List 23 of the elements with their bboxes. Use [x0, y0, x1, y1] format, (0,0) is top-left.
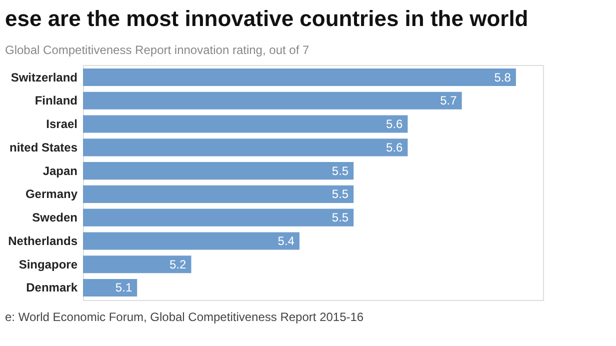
- chart-title: ese are the most innovative countries in the world: [5, 6, 528, 31]
- y-tick-label: Japan: [42, 164, 78, 178]
- y-tick-label: nited States: [9, 140, 78, 154]
- data-label: 5.6: [386, 117, 404, 132]
- y-tick-label: Switzerland: [10, 70, 78, 84]
- y-tick-label: Netherlands: [8, 234, 78, 248]
- data-label: 5.8: [494, 70, 512, 84]
- chart-subtitle: Global Competitiveness Report innovation rating, out of 7: [5, 43, 310, 57]
- data-label: 5.2: [170, 257, 187, 272]
- data-label: 5.1: [115, 280, 132, 295]
- y-tick-label: Germany: [25, 187, 78, 202]
- data-label: 5.5: [332, 210, 349, 225]
- y-tick-label: Singapore: [18, 257, 78, 272]
- y-tick-label: Israel: [46, 117, 78, 132]
- y-tick-label: Sweden: [32, 210, 78, 225]
- data-label: 5.6: [386, 140, 404, 154]
- data-label: 5.4: [278, 234, 295, 248]
- data-label: 5.5: [332, 187, 349, 202]
- data-label: 5.7: [440, 94, 458, 108]
- y-tick-label: Finland: [34, 94, 78, 108]
- y-tick-label: Denmark: [26, 280, 78, 295]
- text: e: World Economic Forum, Global Competitiveness Report 2015-16: [5, 310, 364, 324]
- data-label: 5.5: [332, 164, 349, 178]
